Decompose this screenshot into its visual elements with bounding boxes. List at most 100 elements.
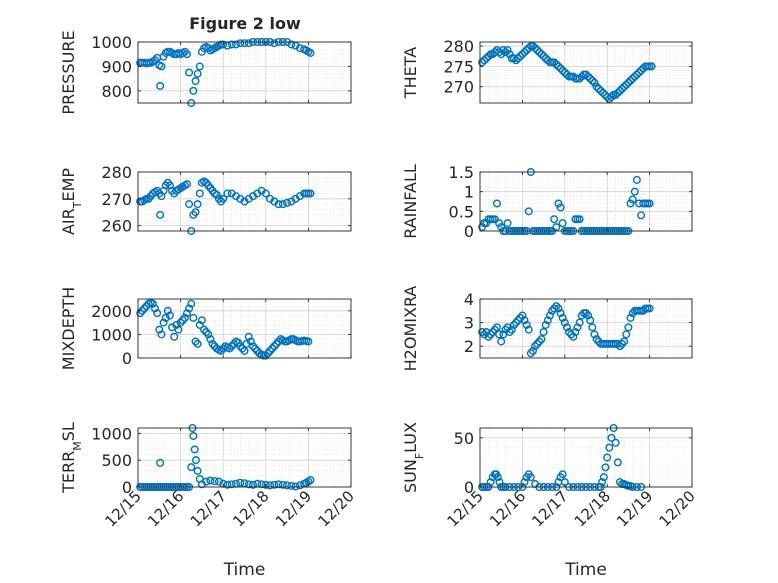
data-point — [541, 320, 550, 329]
data-point — [165, 311, 174, 320]
data-point — [274, 480, 283, 489]
data-point — [206, 335, 215, 344]
data-point — [193, 200, 202, 209]
data-point — [556, 203, 565, 212]
axes-frame — [479, 41, 693, 104]
y-tick-label: 280 — [443, 37, 474, 56]
data-point — [244, 332, 253, 341]
y-tick-label: 0 — [122, 478, 132, 497]
data-point — [163, 306, 172, 315]
data-point — [573, 323, 582, 332]
data-point — [628, 74, 637, 83]
x-tick-label: 12/18 — [229, 487, 272, 530]
data-point — [594, 84, 603, 93]
y-tick-label: 2 — [464, 337, 474, 356]
data-point — [219, 40, 228, 49]
data-point — [615, 478, 624, 487]
data-point — [611, 90, 620, 99]
data-point — [556, 309, 565, 318]
data-point — [238, 344, 247, 353]
data-point — [537, 50, 546, 59]
axes-frame — [479, 298, 693, 359]
y-tick-label: 1.5 — [449, 163, 474, 182]
data-point — [185, 68, 194, 77]
data-point — [278, 200, 287, 209]
y-tick-label: 3 — [464, 314, 474, 333]
data-point — [261, 351, 270, 360]
data-point — [497, 50, 506, 59]
subplot: 00.511.5 RAINFALL — [401, 163, 693, 241]
data-point — [550, 215, 559, 224]
y-tick-label: 800 — [101, 82, 132, 101]
axes-background — [138, 428, 351, 487]
data-point — [531, 44, 540, 53]
y-tick-label: 2000 — [91, 302, 132, 321]
axes-background — [480, 299, 692, 358]
data-point — [291, 482, 300, 491]
data-point — [569, 332, 578, 341]
data-point — [582, 70, 591, 79]
y-tick-label: 0 — [122, 349, 132, 368]
data-point — [274, 200, 283, 209]
data-point — [630, 72, 639, 81]
data-point — [622, 80, 631, 89]
data-point — [552, 223, 561, 232]
y-tick-label: 1000 — [91, 424, 132, 443]
data-point — [535, 337, 544, 346]
data-point — [486, 330, 495, 339]
data-point — [550, 58, 559, 67]
y-tick-label: 0.5 — [449, 202, 474, 221]
data-point — [200, 325, 209, 334]
data-point — [189, 432, 198, 441]
data-point — [227, 342, 236, 351]
y-tick-label: 275 — [443, 57, 474, 76]
data-point — [497, 337, 506, 346]
data-point — [628, 195, 637, 204]
data-point — [195, 320, 204, 329]
data-point — [484, 52, 493, 61]
data-point — [501, 48, 510, 57]
data-point — [497, 223, 506, 232]
data-point — [193, 466, 202, 475]
data-point — [505, 328, 514, 337]
data-point — [582, 309, 591, 318]
y-tick-label: 500 — [101, 451, 132, 470]
data-point — [645, 304, 654, 313]
data-point — [261, 189, 270, 198]
y-tick-label: 900 — [101, 57, 132, 76]
data-point — [246, 337, 255, 346]
data-point — [223, 189, 232, 198]
data-point — [140, 304, 149, 313]
data-point — [191, 456, 200, 465]
data-point — [529, 42, 538, 51]
data-point — [244, 480, 253, 489]
data-point — [482, 219, 491, 228]
data-point — [187, 463, 196, 472]
data-point — [193, 69, 202, 78]
data-point — [524, 325, 533, 334]
data-point — [484, 332, 493, 341]
data-point — [185, 304, 194, 313]
data-point — [212, 190, 221, 199]
data-point — [552, 302, 561, 311]
data-point — [533, 339, 542, 348]
data-point — [157, 330, 166, 339]
data-point — [492, 323, 501, 332]
data-point — [283, 198, 292, 207]
y-tick-label: 0 — [464, 478, 474, 497]
data-point — [545, 311, 554, 320]
data-point — [214, 477, 223, 486]
data-point — [558, 470, 567, 479]
data-point — [637, 66, 646, 75]
data-point — [526, 473, 535, 482]
data-point — [543, 316, 552, 325]
data-point — [531, 342, 540, 351]
data-point — [524, 207, 533, 216]
data-point — [195, 62, 204, 71]
data-point — [522, 320, 531, 329]
data-point — [189, 313, 198, 322]
data-point — [537, 335, 546, 344]
data-point — [503, 46, 512, 55]
data-point — [193, 339, 202, 348]
